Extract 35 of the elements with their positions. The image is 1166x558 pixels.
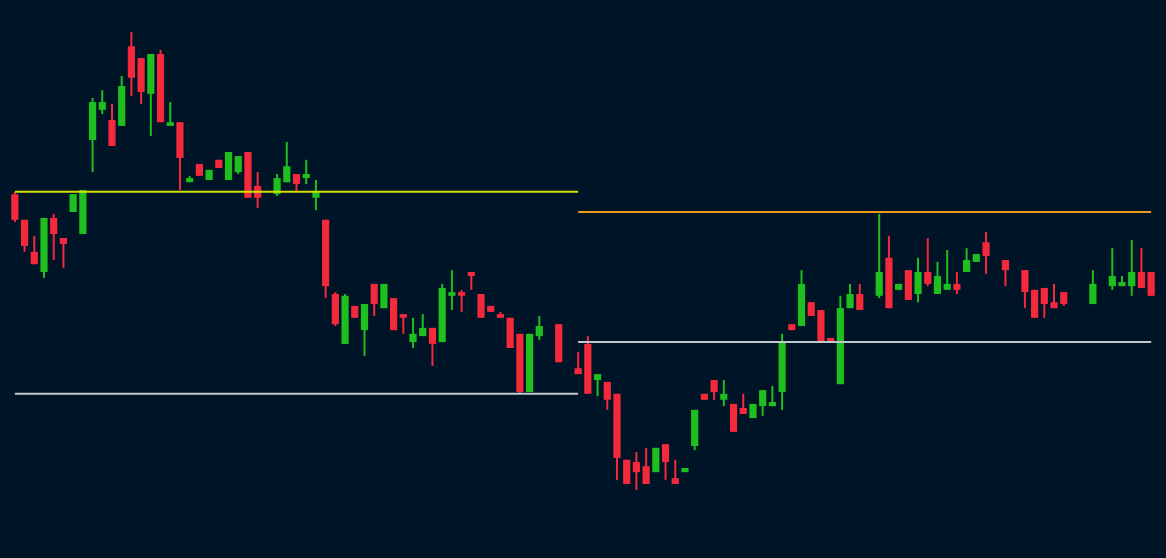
candlestick (176, 121, 184, 192)
candlestick (360, 303, 369, 357)
candlestick (924, 237, 932, 288)
candlestick (797, 269, 806, 328)
candlestick (555, 323, 563, 364)
candlestick (30, 234, 38, 266)
candlestick (302, 158, 310, 186)
candlestick (370, 282, 378, 317)
candlestick (661, 443, 670, 481)
candlestick (904, 269, 912, 301)
candlestick (458, 288, 466, 313)
candlestick (914, 256, 922, 304)
candlestick (1001, 259, 1010, 288)
candlestick (671, 458, 679, 486)
candlestick (856, 282, 864, 312)
candlestick (20, 218, 29, 253)
candlestick (846, 282, 854, 310)
candlestick (593, 373, 602, 398)
candlestick (1089, 269, 1097, 306)
candlestick (953, 270, 961, 295)
candlestick (428, 326, 437, 367)
candlestick (720, 379, 728, 408)
candlestick (50, 212, 58, 262)
candlestick (691, 408, 699, 452)
candlestick (108, 102, 116, 148)
candlestick (11, 190, 19, 224)
candlestick (982, 231, 990, 275)
candlestick (312, 178, 320, 212)
candlestick (710, 379, 718, 401)
candlestick (118, 74, 126, 127)
candlestick (875, 212, 883, 300)
candlestick (331, 291, 339, 328)
candlestick (59, 237, 68, 269)
candlestick (166, 101, 174, 127)
candlestick (147, 52, 155, 137)
